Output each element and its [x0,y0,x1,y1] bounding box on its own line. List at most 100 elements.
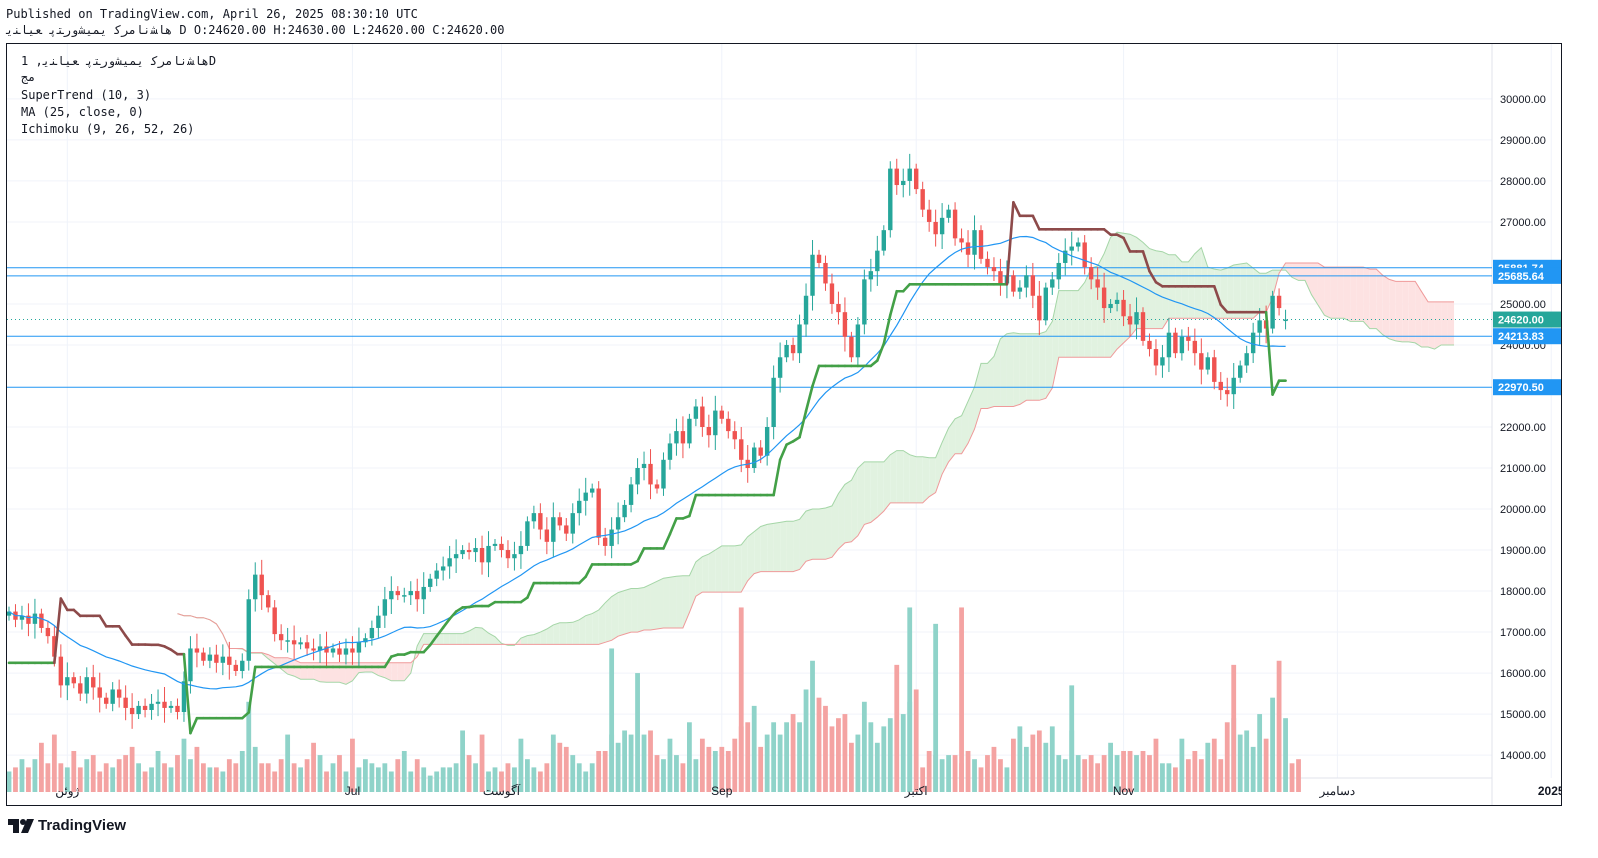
supertrend-segment [636,547,646,563]
candle-body [570,513,575,534]
candle-body [564,525,569,534]
volume-bar [1075,755,1081,792]
volume-bar [784,722,789,792]
chart-panel[interactable]: 30000.00 29000.00 28000.00 27000.00 25000.00… [6,43,1562,806]
supertrend-segment [1102,228,1112,236]
volume-bar [116,759,122,792]
volume-bar [343,771,349,792]
candle-body [661,459,666,489]
candle-body [991,267,997,272]
supertrend-segment [662,532,672,550]
last-price-label-bg [1493,311,1561,328]
volume-bar [324,771,329,792]
ichimoku-cloud-segment [1207,267,1215,319]
volume-bar [1224,722,1230,792]
volume-bar [991,746,997,792]
supertrend-segment [169,648,179,656]
volume-bar [1004,767,1010,792]
candle-body [868,271,874,280]
volume-bar [751,705,757,792]
volume-bar [149,767,154,792]
volume-bar [952,755,958,792]
supertrend-segment [53,597,63,665]
candle-body [732,431,737,440]
volume-bar [51,734,57,792]
volume-bar [291,763,297,792]
supertrend-segment [519,596,529,604]
candle-body [175,705,180,713]
candle-body [220,656,226,663]
ichimoku-cloud-segment [981,363,988,409]
supertrend-segment [182,652,192,735]
volume-bar [466,755,472,792]
supertrend-segment [435,626,445,638]
candle-body [1153,349,1159,366]
ichimoku-cloud-segment [423,633,431,645]
volume-bar [110,767,116,792]
volume-bar [181,738,187,792]
price-chart[interactable]: 30000.00 29000.00 28000.00 27000.00 25000.00… [7,44,1561,805]
candle-body [421,586,426,600]
volume-bar [168,767,174,792]
volume-bar [1108,742,1113,792]
candle-body [875,250,880,272]
candle-body [32,613,38,624]
candle-body [26,615,31,624]
supertrend-segment [804,384,814,413]
volume-bar-peak [738,607,744,792]
ichimoku-cloud-segment [1091,266,1098,358]
supertrend-segment [526,581,536,599]
ichimoku-cloud-segment [1000,333,1007,407]
candle-body [1212,357,1217,382]
y-tick-label: 18000.00 [1500,586,1546,598]
candle-body [1199,353,1204,370]
candle-body [829,283,835,304]
supertrend-segment [772,458,782,497]
legend-ichimoku[interactable]: Ichimoku (9, 26, 52, 26) [21,122,195,136]
volume-bar-peak [1069,685,1075,792]
supertrend-segment [1212,285,1223,307]
x-tick-label: Sep [711,784,733,798]
candle-body [1056,262,1061,280]
candle-body [240,660,245,672]
ichimoku-cloud-segment [708,550,716,593]
candle-body [978,230,984,259]
ichimoku-cloud-segment [799,511,807,570]
volume-bar [699,738,705,792]
candle-body [402,595,407,597]
candle-body [1024,275,1029,288]
candle-body [1063,250,1068,263]
price-level-label-bg [1493,267,1561,284]
legend-supertrend[interactable]: SuperTrend (10, 3) [21,88,152,102]
candle-body [285,640,290,642]
volume-bar [920,767,926,792]
volume-bar [330,763,336,792]
ichimoku-cloud-segment [527,634,534,645]
candle-body [376,615,381,628]
supertrend-segment [584,563,594,578]
candle-body [466,550,472,553]
volume-bar [1296,759,1301,792]
volume-bar [855,734,861,792]
candle-body [278,634,284,641]
candle-body [583,492,588,501]
volume-bar [1095,763,1101,792]
candle-body [317,646,323,651]
ichimoku-cloud-segment [592,610,599,645]
supertrend-segment [688,493,698,518]
ichimoku-cloud-segment [449,633,457,645]
volume-bar [356,767,362,792]
ichimoku-cloud-segment [1194,247,1202,319]
volume-bar [505,763,511,792]
ichimoku-cloud-segment [1415,281,1422,348]
candle-body [628,484,634,505]
price-level-label-bg [1493,328,1561,345]
candle-body [635,468,640,485]
ichimoku-cloud-segment [695,556,703,597]
candle-body [752,447,757,469]
legend-ma[interactable]: MA (25, close, 0) [21,105,144,119]
volume-bar [226,759,232,792]
candle-body [823,262,828,284]
ichimoku-cloud-segment [786,521,794,572]
ichimoku-cloud-segment [1350,267,1357,322]
